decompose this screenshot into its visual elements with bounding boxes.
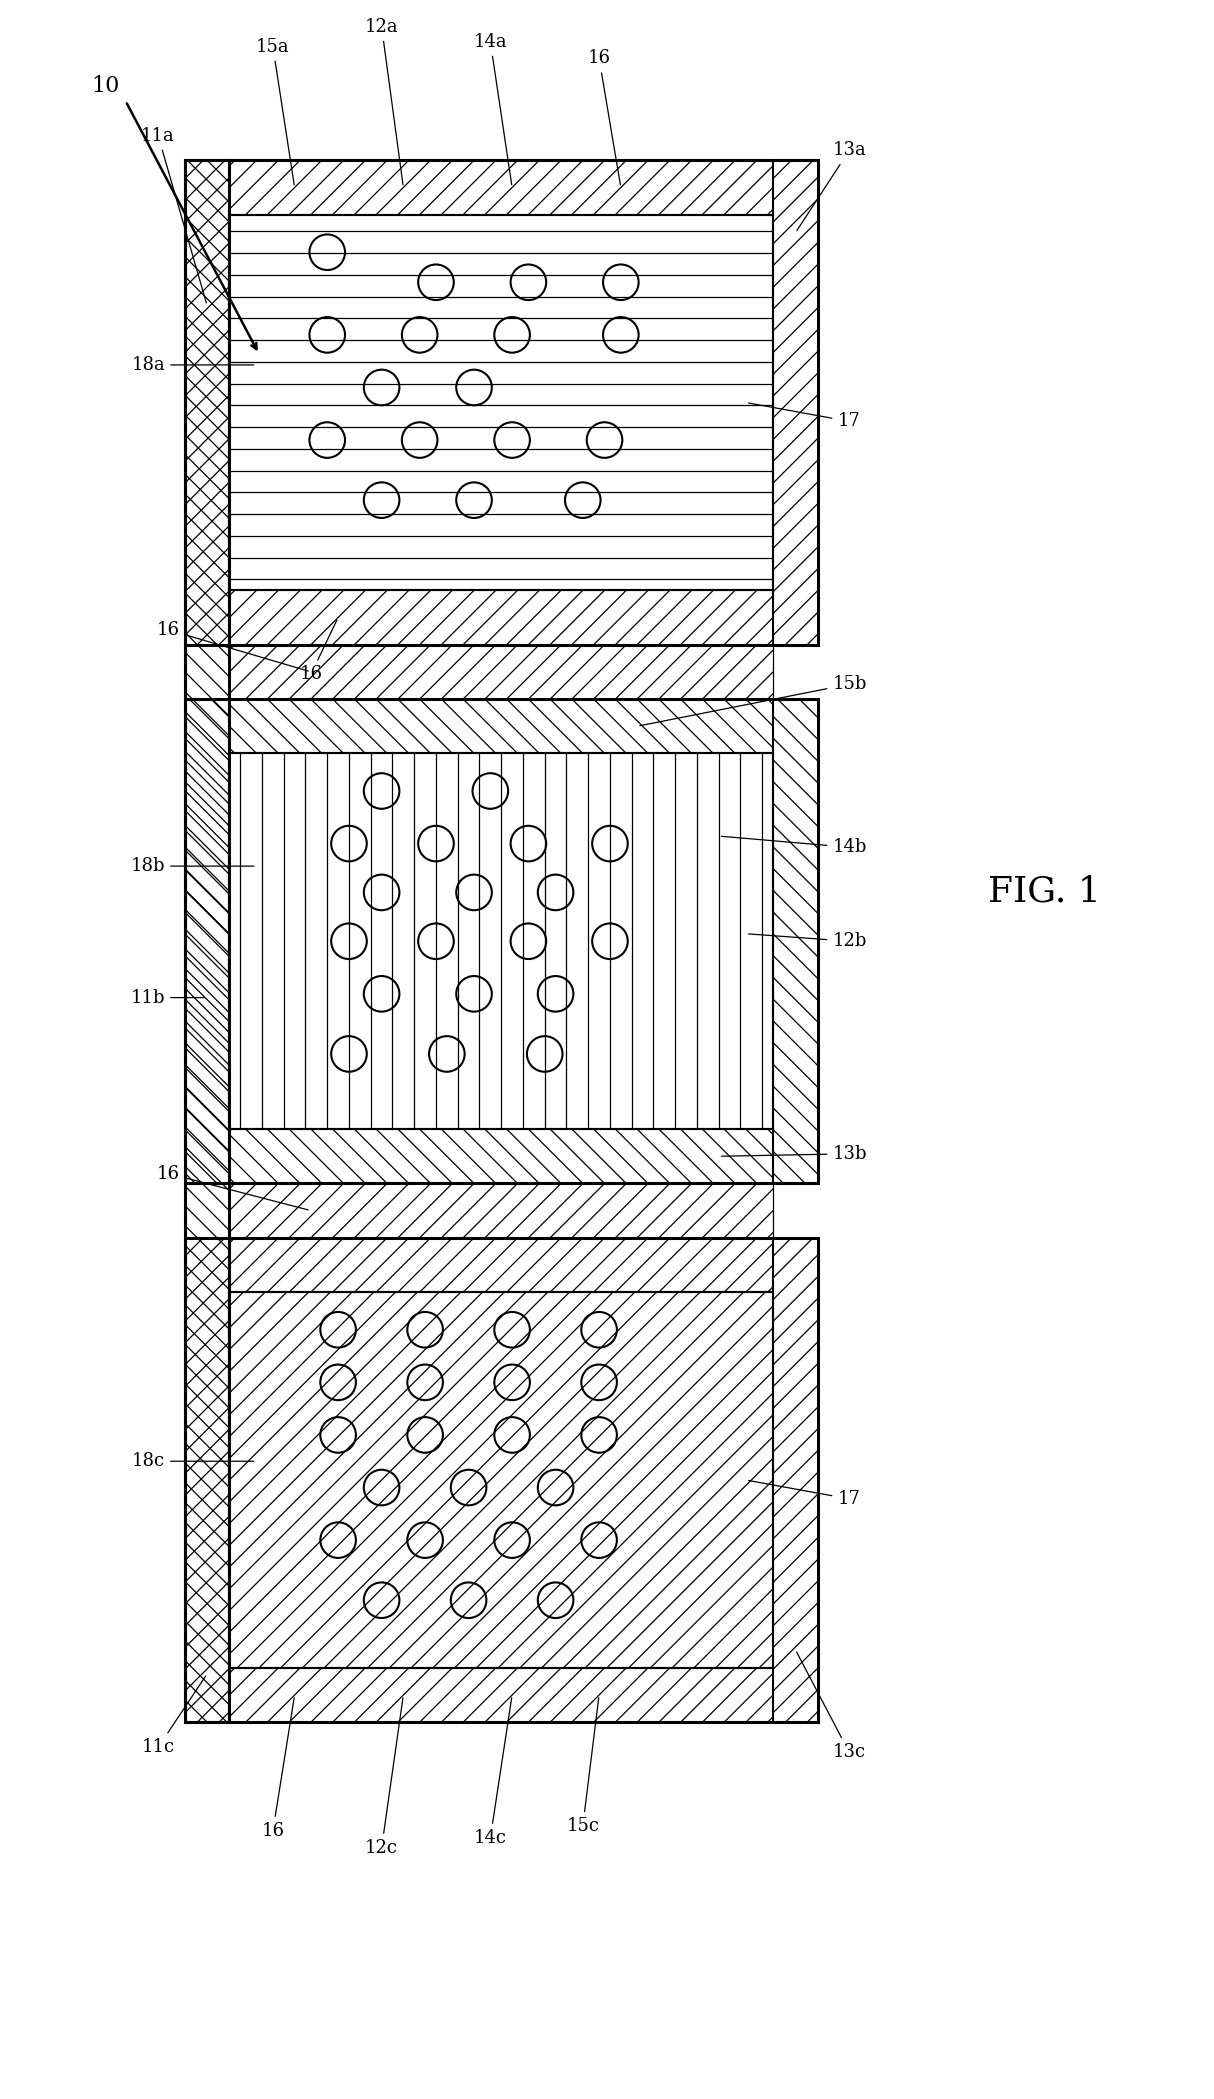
- Bar: [229, 1293, 773, 1669]
- Bar: [773, 699, 817, 1184]
- Text: 16: 16: [157, 621, 308, 672]
- Bar: [185, 1238, 229, 1721]
- Text: FIG. 1: FIG. 1: [988, 875, 1101, 909]
- Bar: [229, 1184, 773, 1238]
- Text: 14a: 14a: [473, 34, 511, 185]
- Text: 18c: 18c: [132, 1453, 254, 1469]
- Text: 15c: 15c: [566, 1698, 600, 1835]
- Bar: [229, 160, 773, 214]
- Bar: [185, 699, 229, 1184]
- Bar: [185, 1184, 817, 1238]
- Text: 12c: 12c: [365, 1698, 403, 1858]
- Bar: [229, 644, 773, 699]
- Bar: [229, 214, 773, 590]
- Bar: [185, 160, 817, 644]
- Text: 16: 16: [157, 1165, 308, 1209]
- Bar: [229, 214, 773, 590]
- Bar: [185, 1238, 817, 1721]
- Bar: [229, 754, 773, 1129]
- Bar: [185, 160, 229, 644]
- Bar: [229, 644, 773, 699]
- Bar: [185, 160, 229, 1721]
- Bar: [185, 160, 229, 1721]
- Bar: [185, 160, 817, 644]
- Bar: [229, 1238, 773, 1293]
- Bar: [229, 590, 773, 644]
- Bar: [185, 160, 229, 1721]
- Text: 12a: 12a: [364, 17, 403, 185]
- Text: 16: 16: [588, 50, 620, 185]
- Text: 10: 10: [91, 76, 120, 97]
- Text: 17: 17: [749, 1480, 861, 1507]
- Text: 17: 17: [749, 403, 861, 430]
- Bar: [229, 1669, 773, 1721]
- Bar: [185, 699, 817, 1184]
- Bar: [229, 1293, 773, 1669]
- Text: 14c: 14c: [473, 1698, 511, 1847]
- Text: 11b: 11b: [131, 989, 204, 1008]
- Text: 16: 16: [300, 619, 337, 684]
- Bar: [229, 1129, 773, 1184]
- Bar: [185, 1238, 817, 1721]
- Text: 14b: 14b: [721, 835, 867, 856]
- Text: 13c: 13c: [796, 1652, 866, 1761]
- Text: 13a: 13a: [796, 141, 866, 231]
- Text: 15a: 15a: [256, 38, 294, 185]
- Text: 13b: 13b: [721, 1144, 867, 1163]
- Bar: [185, 699, 817, 1184]
- Bar: [229, 1184, 773, 1238]
- Text: 18a: 18a: [131, 357, 254, 374]
- Bar: [229, 699, 773, 754]
- Bar: [229, 754, 773, 1129]
- Text: 18b: 18b: [131, 856, 254, 875]
- Text: 11a: 11a: [141, 126, 206, 302]
- Bar: [773, 160, 817, 644]
- Bar: [185, 644, 817, 699]
- Bar: [229, 1293, 773, 1669]
- Bar: [773, 1238, 817, 1721]
- Text: 16: 16: [261, 1698, 294, 1841]
- Text: 11c: 11c: [142, 1677, 205, 1757]
- Text: 15b: 15b: [640, 676, 867, 726]
- Text: 12b: 12b: [749, 932, 867, 951]
